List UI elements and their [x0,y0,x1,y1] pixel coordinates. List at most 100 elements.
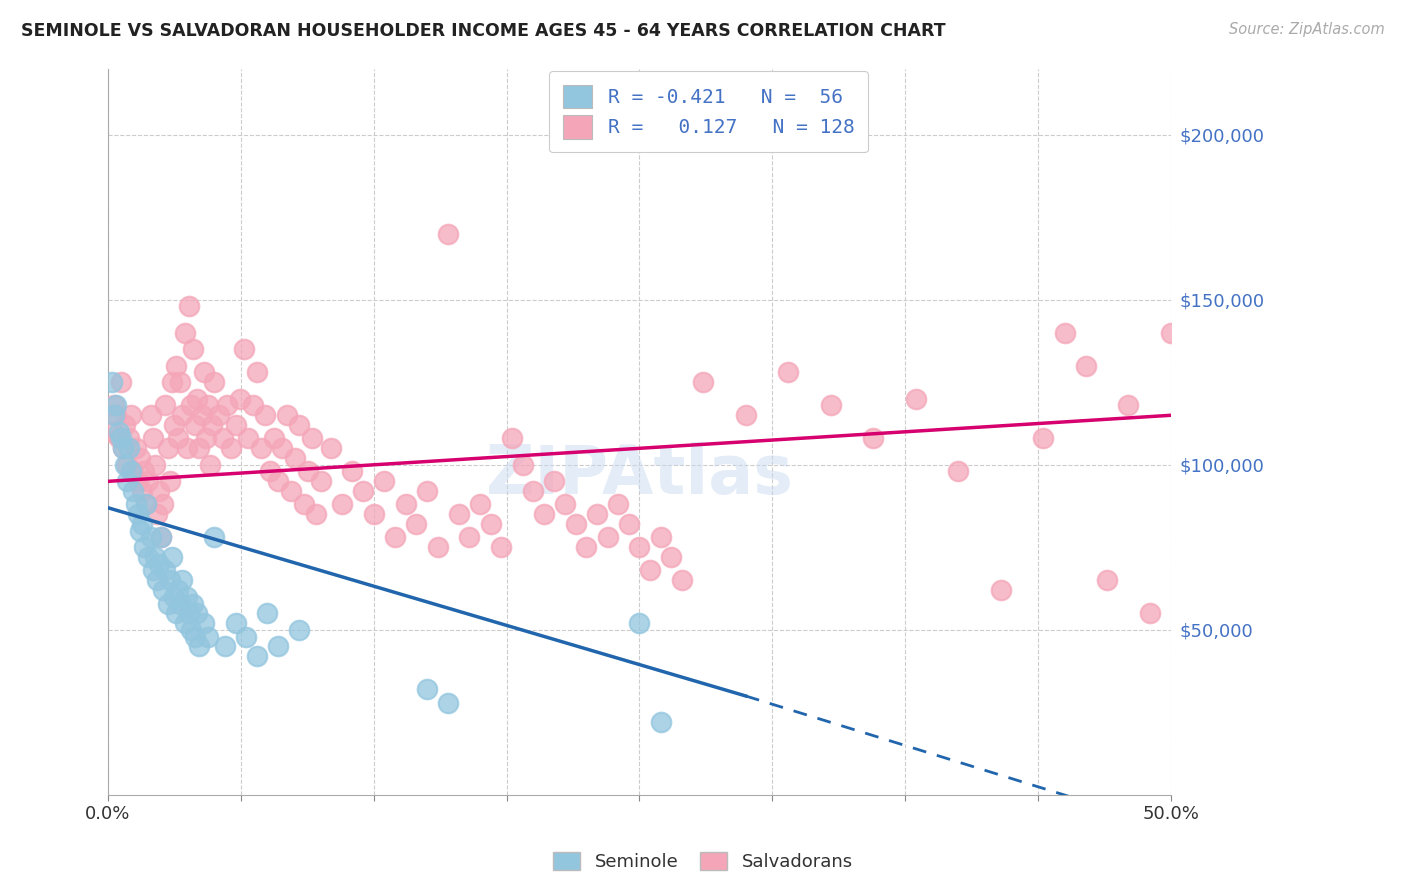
Point [101,376,124,390]
Point [284,451,307,466]
Point [142,431,165,445]
Point [193,365,215,379]
Point [904,392,927,406]
Point [159,475,181,489]
Point [458,531,481,545]
Point [188,442,211,456]
Point [405,517,427,532]
Point [309,475,332,489]
Point [305,508,328,522]
Point [948,464,970,478]
Point [238,431,260,445]
Point [156,442,179,456]
Point [1160,326,1182,340]
Point [650,715,672,730]
Point [202,376,225,390]
Point [163,418,186,433]
Point [150,531,173,545]
Point [330,498,353,512]
Text: Source: ZipAtlas.com: Source: ZipAtlas.com [1229,22,1385,37]
Point [638,564,661,578]
Point [1181,418,1204,433]
Point [211,431,233,445]
Point [135,498,157,512]
Point [297,464,319,478]
Point [280,484,302,499]
Point [122,464,145,478]
Point [177,607,200,621]
Point [242,398,264,412]
Point [197,398,219,412]
Point [543,475,565,489]
Point [586,508,609,522]
Point [1118,398,1140,412]
Point [522,484,544,499]
Point [167,431,190,445]
Point [115,458,138,472]
Point [181,343,204,357]
Point [134,541,156,555]
Point [184,630,207,644]
Point [143,458,166,472]
Point [122,484,145,499]
Point [221,442,243,456]
Point [139,409,162,423]
Point [165,607,187,621]
Legend: Seminole, Salvadorans: Seminole, Salvadorans [546,845,860,879]
Point [181,597,204,611]
Point [120,464,142,478]
Point [127,508,149,522]
Point [250,442,273,456]
Point [111,442,134,456]
Point [246,649,269,664]
Point [342,464,364,478]
Point [263,431,285,445]
Point [176,442,198,456]
Point [198,458,221,472]
Point [180,623,202,637]
Point [105,409,128,423]
Point [131,517,153,532]
Point [180,398,202,412]
Point [352,484,374,499]
Point [426,541,449,555]
Point [135,498,157,512]
Point [103,398,125,412]
Point [172,574,194,588]
Point [267,640,290,654]
Point [1053,326,1076,340]
Point [176,590,198,604]
Point [146,508,169,522]
Point [186,392,208,406]
Point [107,425,129,439]
Point [169,376,191,390]
Point [661,550,683,565]
Point [138,550,160,565]
Point [107,431,129,445]
Point [169,597,191,611]
Point [190,409,212,423]
Point [468,498,491,512]
Point [301,431,323,445]
Point [692,376,714,390]
Point [1095,574,1118,588]
Point [321,442,343,456]
Point [173,326,195,340]
Point [271,442,294,456]
Point [596,531,619,545]
Point [114,458,136,472]
Point [111,442,134,456]
Point [177,299,200,313]
Point [128,524,150,538]
Point [128,451,150,466]
Point [184,418,207,433]
Point [118,431,141,445]
Point [233,343,256,357]
Point [778,365,800,379]
Point [152,583,174,598]
Point [110,431,132,445]
Point [671,574,693,588]
Point [384,531,406,545]
Point [276,409,298,423]
Point [214,640,236,654]
